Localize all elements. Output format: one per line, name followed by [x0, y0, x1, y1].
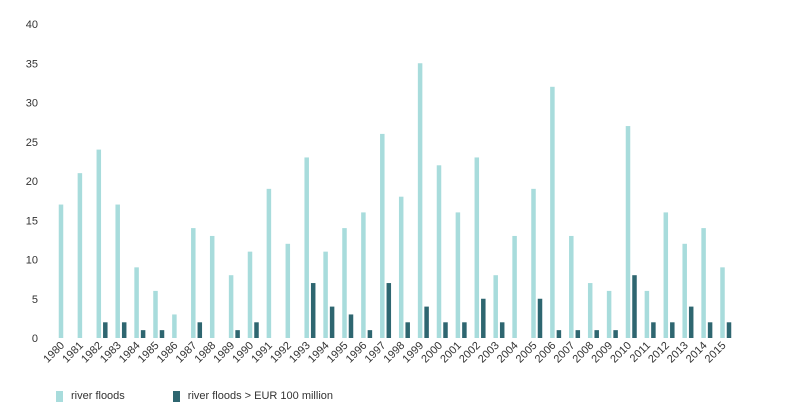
bar-river-floods-eur: [159, 330, 165, 338]
bar-river-floods-eur: [424, 306, 429, 338]
bar-river-floods: [172, 314, 177, 338]
legend-swatch-river-floods: [56, 390, 63, 402]
bar-river-floods: [512, 235, 517, 338]
bar-river-floods: [77, 173, 83, 338]
bar-river-floods-eur: [707, 322, 713, 338]
bar-river-floods: [361, 212, 366, 338]
bar-river-floods: [493, 275, 498, 338]
bar-river-floods: [455, 212, 461, 338]
bar-river-floods: [531, 188, 536, 338]
bar-river-floods-eur: [310, 283, 316, 338]
bar-river-floods-eur: [537, 298, 543, 338]
bar-river-floods-eur: [103, 322, 108, 338]
bar-river-floods: [58, 204, 64, 338]
bar-river-floods: [625, 126, 631, 338]
bars: [58, 63, 732, 338]
bar-river-floods: [323, 251, 328, 338]
legend-item-river-floods: river floods: [56, 390, 125, 402]
y-tick-label: 20: [26, 176, 38, 188]
bar-river-floods-eur: [575, 330, 581, 338]
bar-river-floods: [115, 204, 120, 338]
y-axis-ticks: 0 5 10 15 20 25 30 35 40: [26, 19, 38, 345]
bar-river-floods: [266, 188, 272, 338]
bar-river-floods: [701, 228, 706, 338]
bar-river-floods: [134, 267, 139, 338]
bar-river-floods-eur: [367, 330, 373, 338]
bar-river-floods-eur: [651, 322, 656, 338]
bar-river-floods: [417, 63, 423, 338]
bar-river-floods: [436, 165, 442, 338]
bar-river-floods-eur: [594, 330, 599, 338]
legend: river floods river floods > EUR 100 mill…: [56, 390, 333, 402]
bar-river-floods: [285, 243, 291, 338]
y-tick-label: 5: [32, 294, 38, 306]
bar-river-floods-eur: [386, 283, 392, 338]
legend-label-river-floods-eur: river floods > EUR 100 million: [187, 390, 333, 402]
bar-river-floods-eur: [556, 330, 562, 338]
bar-river-floods-eur: [613, 330, 618, 338]
bar-river-floods-eur: [254, 322, 259, 338]
bar-river-floods: [228, 275, 234, 338]
bar-river-floods-eur: [443, 322, 448, 338]
bar-river-floods: [606, 290, 612, 338]
bar-river-floods: [247, 251, 253, 338]
bar-river-floods-eur: [670, 322, 675, 338]
bar-river-floods-eur: [632, 275, 637, 338]
bar-river-floods: [682, 243, 687, 338]
bar-river-floods: [644, 290, 650, 338]
y-tick-label: 15: [26, 215, 38, 227]
bar-river-floods: [569, 235, 574, 338]
bar-river-floods-eur: [121, 322, 127, 338]
legend-swatch-river-floods-eur: [172, 390, 180, 402]
y-tick-label: 40: [26, 19, 38, 31]
bar-river-floods-eur: [688, 306, 694, 338]
legend-label-river-floods: river floods: [71, 390, 125, 402]
bar-river-floods: [550, 86, 555, 338]
bar-river-floods: [380, 133, 385, 338]
y-tick-label: 35: [26, 58, 38, 70]
bar-river-floods: [153, 290, 158, 338]
legend-item-river-floods-eur: river floods > EUR 100 million: [172, 390, 333, 402]
x-axis-ticks: 1980198119821983198419851986198719881989…: [41, 340, 728, 366]
bar-river-floods-eur: [499, 322, 505, 338]
bar-river-floods: [587, 283, 593, 338]
x-tick-label: 2015: [703, 340, 729, 366]
bar-river-floods-eur: [329, 306, 335, 338]
bar-river-floods: [191, 228, 196, 338]
bar-river-floods-eur: [405, 322, 410, 338]
bar-river-floods-eur: [140, 330, 146, 338]
y-tick-label: 10: [26, 255, 38, 267]
bar-river-floods-eur: [197, 322, 203, 338]
bar-river-floods-eur: [726, 322, 732, 338]
bar-river-floods: [96, 149, 102, 338]
bar-river-floods: [342, 228, 347, 338]
bar-river-floods-eur: [462, 322, 467, 338]
bar-river-floods-eur: [481, 298, 486, 338]
bar-river-floods: [720, 267, 725, 338]
bar-chart: 0 5 10 15 20 25 30 35 40 19801981198219831984198…: [26, 19, 732, 366]
bar-river-floods: [304, 157, 309, 338]
bar-river-floods: [663, 212, 669, 338]
bar-river-floods-eur: [235, 330, 240, 338]
bar-river-floods: [474, 157, 480, 338]
bar-river-floods: [398, 196, 404, 338]
bar-river-floods-eur: [348, 314, 354, 338]
y-tick-label: 30: [26, 98, 38, 110]
bar-river-floods: [209, 235, 215, 338]
y-tick-label: 0: [32, 333, 38, 345]
y-tick-label: 25: [26, 137, 38, 149]
